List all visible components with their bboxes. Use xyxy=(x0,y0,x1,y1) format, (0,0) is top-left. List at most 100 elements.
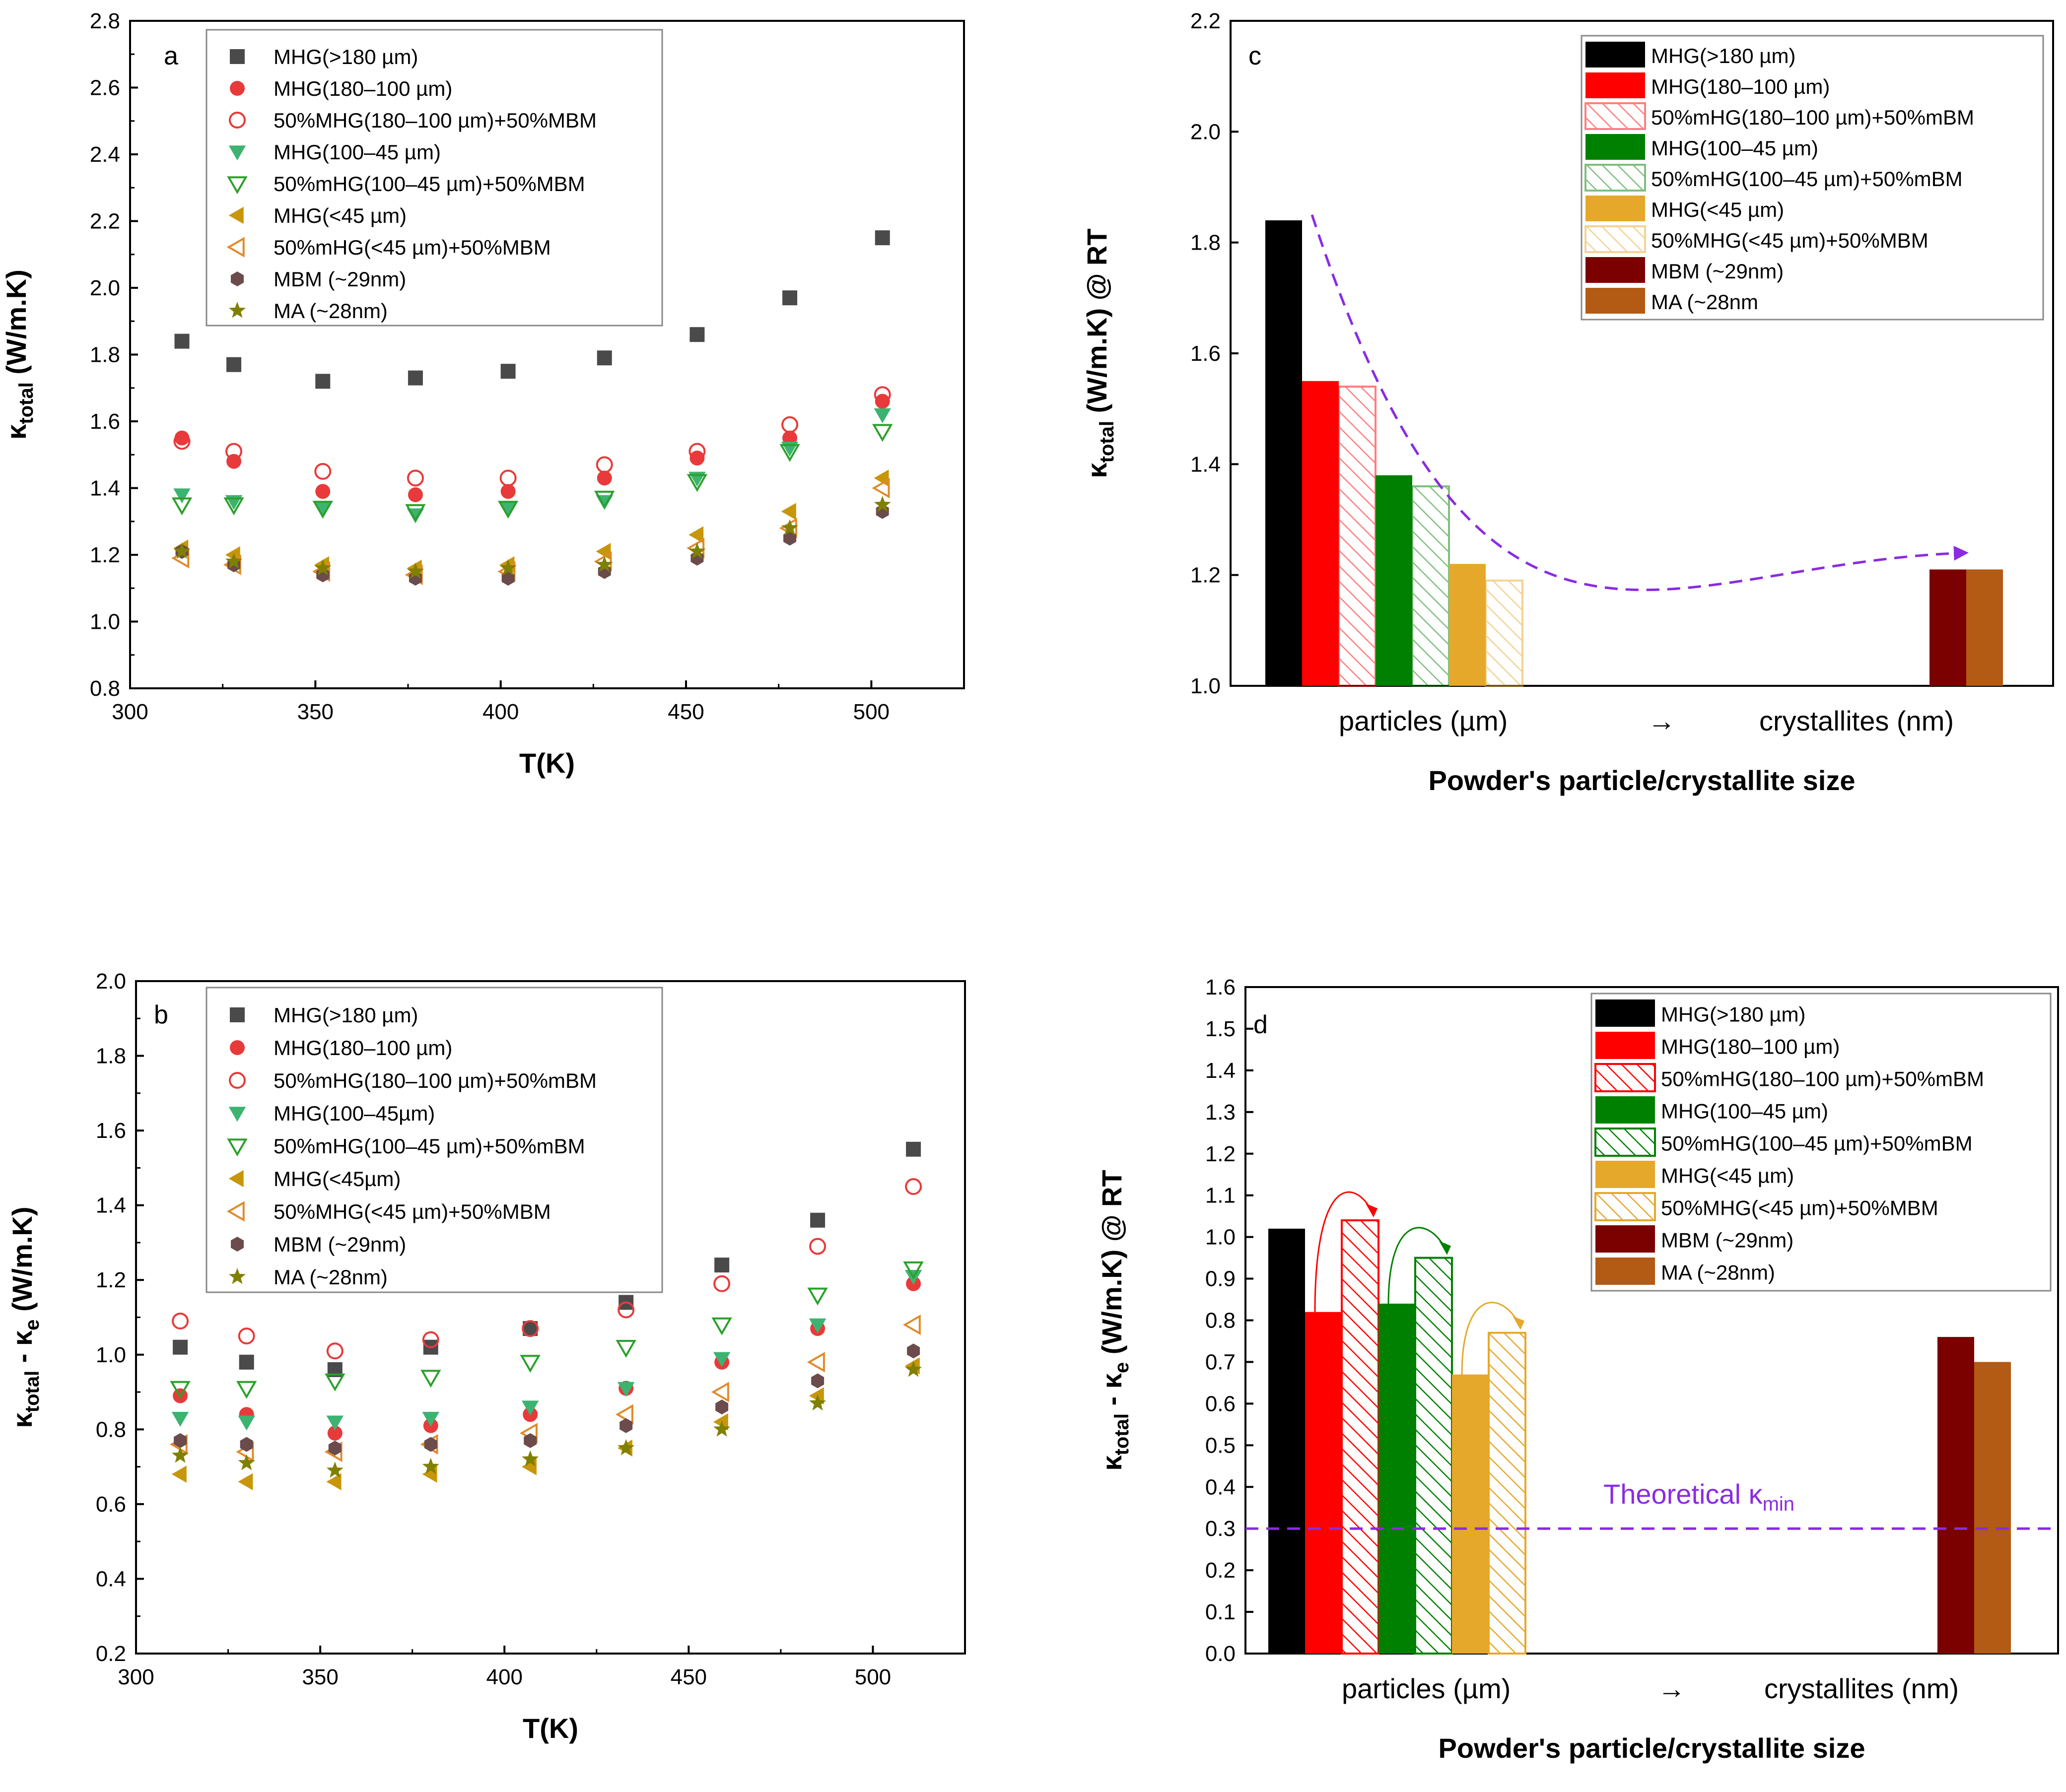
legend-label: 50%MHG(<45 µm)+50%MBM xyxy=(1661,1196,1938,1220)
x-tick-label: 300 xyxy=(118,1665,154,1689)
data-point xyxy=(874,496,891,512)
data-point xyxy=(874,386,891,403)
legend-label: MHG(>180 µm) xyxy=(274,1003,418,1027)
series xyxy=(169,1314,921,1462)
change-arrow xyxy=(1314,1191,1373,1312)
y-tick-label: 1.8 xyxy=(96,1044,126,1068)
bars xyxy=(1268,1219,2011,1655)
data-point xyxy=(173,488,191,504)
data-point xyxy=(782,290,798,306)
change-arrowhead xyxy=(1439,1241,1451,1255)
data-point xyxy=(779,444,800,462)
data-point xyxy=(171,497,193,516)
series xyxy=(175,504,889,586)
data-point xyxy=(714,1258,730,1273)
data-point xyxy=(407,562,424,579)
data-point xyxy=(713,1413,728,1431)
legend-label: 50%mHG(100–45 µm)+50%mBM xyxy=(1651,167,1963,191)
y-tick-label: 0.0 xyxy=(1205,1642,1236,1666)
legend-label: MHG(>180 µm) xyxy=(1661,1003,1805,1026)
y-tick-label: 1.0 xyxy=(1205,1225,1236,1250)
data-point xyxy=(238,1473,253,1490)
legend-label: 50%mHG(100–45 µm)+50%mBM xyxy=(1661,1132,1973,1155)
data-point xyxy=(422,1412,440,1427)
y-tick-label: 0.7 xyxy=(1205,1350,1236,1374)
data-point xyxy=(314,463,332,480)
bar xyxy=(1265,220,1302,686)
legend-swatch xyxy=(1595,1161,1655,1188)
panel-label: b xyxy=(154,1000,168,1029)
x-category-left: particles (µm) xyxy=(1339,705,1508,736)
data-point xyxy=(715,1399,729,1415)
data-point xyxy=(781,503,796,520)
data-point xyxy=(520,1355,541,1373)
series xyxy=(173,1276,921,1441)
data-point xyxy=(173,542,191,559)
data-point xyxy=(499,502,517,517)
panel-c: 1.0 1.2 1.4 1.6 1.8 2.0 2.2 particles (µm) → crys… xyxy=(1081,9,2054,796)
legend-label: MA (~28nm) xyxy=(274,1265,388,1289)
y-tick-label: 0.2 xyxy=(96,1642,126,1666)
y-tick-label: 1.2 xyxy=(96,1268,126,1292)
data-point xyxy=(174,333,190,349)
data-point xyxy=(689,526,704,543)
data-point xyxy=(326,1342,344,1360)
legend-marker xyxy=(230,81,245,96)
x-tick-label: 350 xyxy=(302,1665,338,1689)
y-axis-title: κtotal - κe (W/m.K) @ RT xyxy=(1096,1170,1133,1470)
y-axis-title: κtotal - κe (W/m.K) xyxy=(6,1207,43,1428)
legend-label: MBM (~29nm) xyxy=(1651,260,1784,283)
series xyxy=(174,1343,920,1456)
data-point xyxy=(170,1381,191,1399)
data-point xyxy=(420,1370,441,1388)
data-point xyxy=(325,1373,345,1392)
series xyxy=(173,1141,921,1377)
data-point xyxy=(407,469,424,487)
y-tick-label: 1.5 xyxy=(1205,1017,1236,1041)
x-axis-title: Powder's particle/crystallite size xyxy=(1439,1732,1865,1764)
legend-box xyxy=(206,29,663,327)
legend-label: 50%mHG(100–45 µm)+50%mBM xyxy=(274,1134,585,1158)
legend-swatch xyxy=(1585,134,1645,160)
legend-swatch xyxy=(1594,1128,1656,1157)
legend-label: 50%mHG(180–100 µm)+50%mBM xyxy=(1651,106,1974,129)
x-tick-label: 450 xyxy=(671,1665,707,1689)
y-tick-label: 2.2 xyxy=(90,209,120,234)
data-point xyxy=(596,456,613,473)
legend-label: MA (~28nm) xyxy=(274,299,388,323)
x-category-arrow: → xyxy=(1648,705,1676,736)
legend-swatch xyxy=(1594,1063,1656,1092)
change-arrow xyxy=(1461,1302,1519,1375)
data-point xyxy=(713,1420,731,1437)
bar xyxy=(1341,1219,1379,1655)
legend-marker xyxy=(230,49,245,64)
data-point xyxy=(713,1352,731,1367)
data-point xyxy=(872,424,893,442)
data-point xyxy=(781,416,799,433)
legend-swatch xyxy=(1584,164,1646,192)
data-point xyxy=(172,1313,189,1330)
bar xyxy=(1338,386,1377,687)
y-tick-label: 0.5 xyxy=(1205,1433,1236,1458)
data-point xyxy=(809,1394,826,1411)
legend-marker xyxy=(228,1170,244,1188)
data-point xyxy=(500,484,516,499)
legend-marker xyxy=(226,237,245,258)
data-point xyxy=(171,1447,189,1463)
data-point xyxy=(811,1373,825,1389)
legend-label: 50%mHG(<45 µm)+50%MBM xyxy=(274,236,551,259)
y-tick-label: 1.8 xyxy=(90,343,120,367)
data-point xyxy=(223,497,244,516)
data-point xyxy=(225,552,243,569)
data-point xyxy=(171,1412,189,1427)
bar xyxy=(1929,569,1966,686)
data-point xyxy=(499,559,517,576)
y-tick-label: 1.6 xyxy=(90,409,120,434)
y-tick-label: 0.8 xyxy=(1205,1309,1236,1333)
legend-marker xyxy=(229,1072,246,1089)
legend-label: MA (~28nm xyxy=(1651,290,1758,314)
data-point xyxy=(524,1433,537,1448)
data-point xyxy=(522,1320,539,1337)
x-category-right: crystallites (nm) xyxy=(1764,1673,1959,1704)
legend-label: MHG(<45 µm) xyxy=(274,204,407,227)
